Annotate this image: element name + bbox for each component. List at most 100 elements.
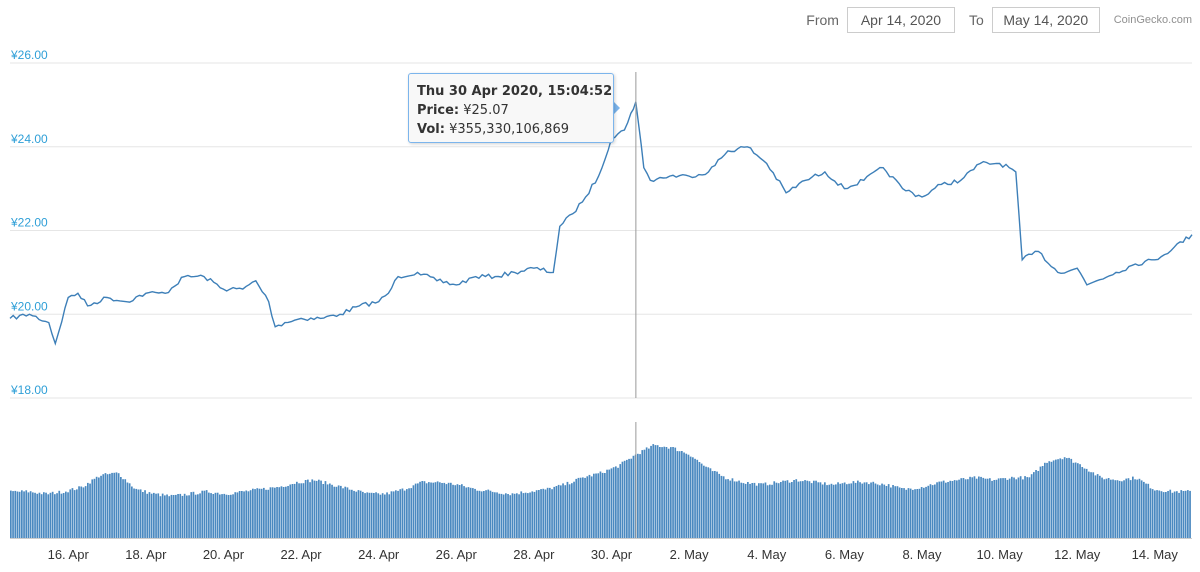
volume-bar <box>879 485 881 538</box>
volume-bar <box>38 492 41 538</box>
tooltip-price-value: ¥25.07 <box>463 103 509 118</box>
volume-bar <box>146 493 149 538</box>
volume-bar <box>861 483 864 538</box>
volume-bar <box>969 476 971 538</box>
volume-bar <box>98 477 100 538</box>
tooltip-price-row: Price: ¥25.07 <box>417 101 605 120</box>
volume-bar <box>832 484 835 538</box>
volume-bar <box>1039 466 1042 538</box>
volume-bar <box>1059 458 1062 538</box>
from-date-input[interactable]: Apr 14, 2020 <box>846 7 955 33</box>
volume-bar <box>483 491 485 538</box>
volume-bar <box>322 484 325 538</box>
volume-bar <box>95 476 98 538</box>
volume-bar <box>386 492 388 538</box>
volume-bar <box>839 483 842 538</box>
volume-bar <box>1162 492 1165 538</box>
volume-bar <box>509 495 512 538</box>
volume-bar <box>747 482 749 538</box>
volume-bar <box>731 478 734 538</box>
volume-bar <box>590 476 593 538</box>
volume-bar <box>555 486 558 538</box>
volume-bar <box>375 492 377 538</box>
volume-bar <box>925 486 927 538</box>
volume-bar <box>923 487 925 538</box>
volume-bar <box>749 483 751 538</box>
volume-bar <box>166 494 168 538</box>
volume-bar <box>364 493 366 538</box>
y-tick-label: ¥20.00 <box>10 299 48 313</box>
volume-bar <box>953 480 956 538</box>
volume-bar <box>1088 471 1090 538</box>
volume-bar <box>1167 491 1169 538</box>
volume-bar <box>1004 478 1007 538</box>
volume-bar <box>1165 492 1167 538</box>
volume-bar <box>617 467 619 538</box>
volume-bar <box>340 485 342 538</box>
volume-bar <box>291 484 294 538</box>
volume-bar <box>804 480 806 538</box>
volume-bar <box>784 480 787 538</box>
volume-bar <box>186 495 188 538</box>
volume-bar <box>883 484 886 538</box>
volume-bar <box>637 453 639 538</box>
volume-bar <box>848 483 850 538</box>
volume-bar <box>901 488 903 538</box>
volume-bar <box>727 479 729 538</box>
volume-bar <box>56 493 58 538</box>
volume-bar <box>1151 489 1154 538</box>
volume-bar <box>454 485 457 538</box>
volume-bar <box>282 487 285 538</box>
volume-bar <box>865 482 868 538</box>
volume-bar <box>443 482 446 538</box>
volume-bar <box>1147 483 1150 538</box>
tooltip-vol-value: ¥355,330,106,869 <box>449 122 569 137</box>
volume-bar <box>487 489 490 538</box>
volume-bar <box>533 491 536 538</box>
volume-bar <box>1112 479 1114 538</box>
volume-bar <box>417 483 419 538</box>
volume-bar <box>1061 459 1064 538</box>
volume-bar <box>920 487 923 538</box>
volume-bar <box>304 480 307 538</box>
volume-bar <box>390 491 393 538</box>
volume-bar <box>502 494 505 538</box>
volume-bar <box>381 493 384 538</box>
volume-bar <box>337 485 340 538</box>
volume-bar <box>929 484 932 538</box>
volume-bar <box>436 481 439 538</box>
y-tick-label: ¥26.00 <box>10 48 48 62</box>
to-date-input[interactable]: May 14, 2020 <box>991 7 1100 33</box>
volume-bar <box>128 483 131 538</box>
volume-bar <box>980 476 982 538</box>
volume-bar <box>324 481 327 538</box>
volume-bar <box>854 482 857 538</box>
volume-bar <box>329 483 331 538</box>
volume-bar <box>210 493 212 538</box>
volume-bar <box>907 488 910 538</box>
volume-bar <box>137 489 140 538</box>
volume-bar <box>76 489 78 538</box>
volume-bar <box>238 491 241 538</box>
volume-bar <box>522 493 525 538</box>
volume-bar <box>412 485 415 538</box>
x-tick-label: 18. Apr <box>125 547 167 562</box>
volume-bar <box>205 490 208 538</box>
volume-bar <box>819 482 822 538</box>
volume-bar <box>661 447 663 538</box>
volume-bar <box>126 482 129 538</box>
volume-bar <box>700 463 703 538</box>
volume-bar <box>1074 462 1077 538</box>
volume-bar <box>942 480 945 538</box>
price-line[interactable] <box>9 101 1193 346</box>
volume-bar <box>388 494 391 538</box>
brand-credit[interactable]: CoinGecko.com <box>1113 14 1192 26</box>
volume-bar <box>685 453 688 538</box>
volume-bar <box>760 483 762 538</box>
volume-bar <box>762 483 765 538</box>
volume-bar <box>177 494 179 538</box>
volume-bar <box>1178 492 1180 538</box>
volume-bar <box>608 469 611 538</box>
volume-bar <box>23 491 25 538</box>
